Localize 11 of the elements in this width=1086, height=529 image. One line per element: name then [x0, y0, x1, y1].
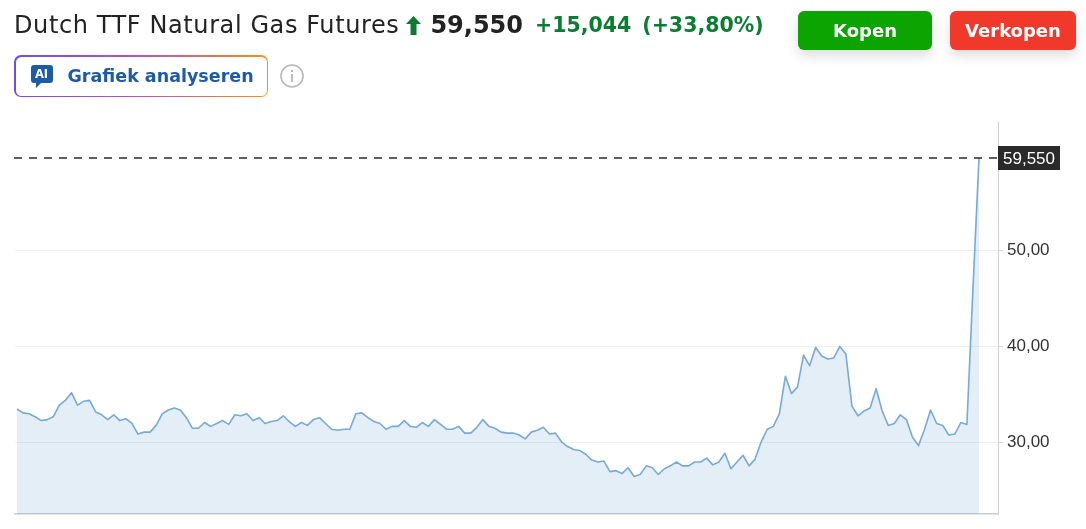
ref-line-label: 59,550 [1003, 148, 1055, 168]
text: (+33,80%) [642, 13, 764, 37]
buy-button[interactable]: Kopen [798, 11, 932, 50]
y-tick-label: 30,00 [1007, 432, 1050, 452]
y-tick-label: 50,00 [1007, 239, 1050, 259]
y-tick-label: 40,00 [1007, 336, 1050, 356]
text: 59,550 [430, 11, 524, 39]
analyze-chart-button[interactable]: AI Grafiek analyseren [14, 55, 268, 97]
chart-title: Dutch TTF Natural Gas Futures [14, 11, 400, 39]
sell-button[interactable]: Verkopen [950, 11, 1076, 50]
text: +15,044 [535, 13, 632, 37]
